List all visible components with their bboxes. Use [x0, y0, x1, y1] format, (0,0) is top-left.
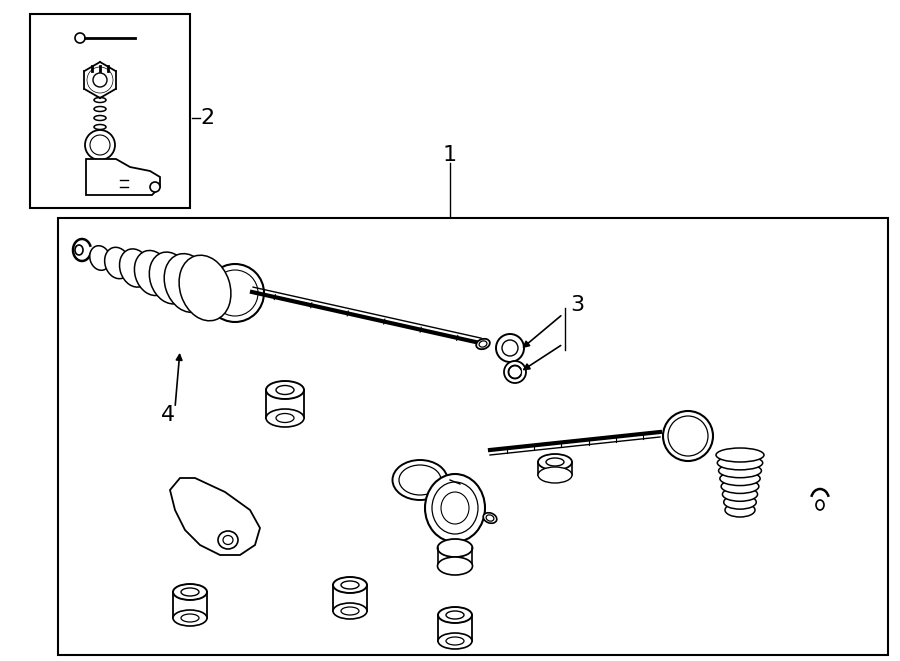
- Ellipse shape: [721, 479, 759, 493]
- Ellipse shape: [276, 385, 294, 395]
- Ellipse shape: [724, 495, 756, 509]
- Ellipse shape: [341, 607, 359, 615]
- Ellipse shape: [718, 464, 761, 478]
- Ellipse shape: [75, 245, 83, 255]
- Ellipse shape: [725, 503, 755, 517]
- Ellipse shape: [816, 500, 824, 510]
- Ellipse shape: [149, 252, 191, 304]
- Ellipse shape: [446, 637, 464, 645]
- Ellipse shape: [483, 513, 497, 524]
- Ellipse shape: [425, 474, 485, 542]
- Ellipse shape: [181, 614, 199, 622]
- Ellipse shape: [266, 409, 304, 427]
- Ellipse shape: [90, 135, 110, 155]
- Ellipse shape: [399, 465, 441, 495]
- Ellipse shape: [716, 448, 764, 462]
- Ellipse shape: [717, 456, 762, 470]
- Ellipse shape: [206, 264, 264, 322]
- Ellipse shape: [139, 446, 197, 510]
- Ellipse shape: [179, 255, 231, 321]
- Ellipse shape: [94, 98, 106, 102]
- Text: 4: 4: [161, 405, 176, 425]
- Ellipse shape: [438, 633, 472, 649]
- Ellipse shape: [218, 531, 238, 549]
- Ellipse shape: [502, 340, 518, 356]
- Ellipse shape: [546, 458, 564, 466]
- Ellipse shape: [132, 438, 204, 518]
- Text: 1: 1: [443, 145, 457, 165]
- Polygon shape: [115, 420, 545, 520]
- Ellipse shape: [538, 467, 572, 483]
- Ellipse shape: [212, 270, 258, 316]
- Ellipse shape: [173, 584, 207, 600]
- Ellipse shape: [341, 581, 359, 589]
- Ellipse shape: [173, 610, 207, 626]
- Ellipse shape: [104, 247, 130, 279]
- Ellipse shape: [276, 414, 294, 422]
- Ellipse shape: [223, 535, 233, 545]
- Ellipse shape: [150, 182, 160, 192]
- Ellipse shape: [333, 577, 367, 593]
- Ellipse shape: [438, 607, 472, 623]
- Ellipse shape: [538, 454, 572, 470]
- Text: 3: 3: [570, 295, 584, 315]
- Ellipse shape: [94, 116, 106, 120]
- Ellipse shape: [94, 124, 106, 130]
- Ellipse shape: [476, 339, 490, 349]
- Ellipse shape: [93, 73, 107, 87]
- Bar: [30, 14, 190, 208]
- Ellipse shape: [663, 411, 713, 461]
- Ellipse shape: [486, 515, 494, 521]
- Ellipse shape: [90, 246, 111, 270]
- Ellipse shape: [720, 471, 760, 486]
- Ellipse shape: [504, 361, 526, 383]
- Ellipse shape: [437, 557, 472, 575]
- Polygon shape: [170, 478, 260, 555]
- Ellipse shape: [479, 341, 487, 347]
- Ellipse shape: [94, 134, 106, 139]
- Ellipse shape: [441, 492, 469, 524]
- Polygon shape: [200, 460, 540, 500]
- Ellipse shape: [87, 67, 113, 93]
- Ellipse shape: [668, 416, 708, 456]
- Ellipse shape: [120, 249, 150, 287]
- Ellipse shape: [496, 334, 524, 362]
- Ellipse shape: [723, 487, 758, 501]
- Ellipse shape: [94, 106, 106, 112]
- Polygon shape: [86, 159, 160, 195]
- Ellipse shape: [392, 460, 447, 500]
- Ellipse shape: [333, 603, 367, 619]
- Ellipse shape: [181, 588, 199, 596]
- Ellipse shape: [266, 381, 304, 399]
- Ellipse shape: [85, 130, 115, 160]
- Ellipse shape: [432, 482, 478, 534]
- Ellipse shape: [164, 254, 211, 313]
- Ellipse shape: [446, 611, 464, 619]
- Text: 2: 2: [200, 108, 214, 128]
- Ellipse shape: [508, 366, 521, 379]
- Ellipse shape: [437, 539, 472, 557]
- Bar: [58, 218, 888, 655]
- Ellipse shape: [134, 251, 171, 295]
